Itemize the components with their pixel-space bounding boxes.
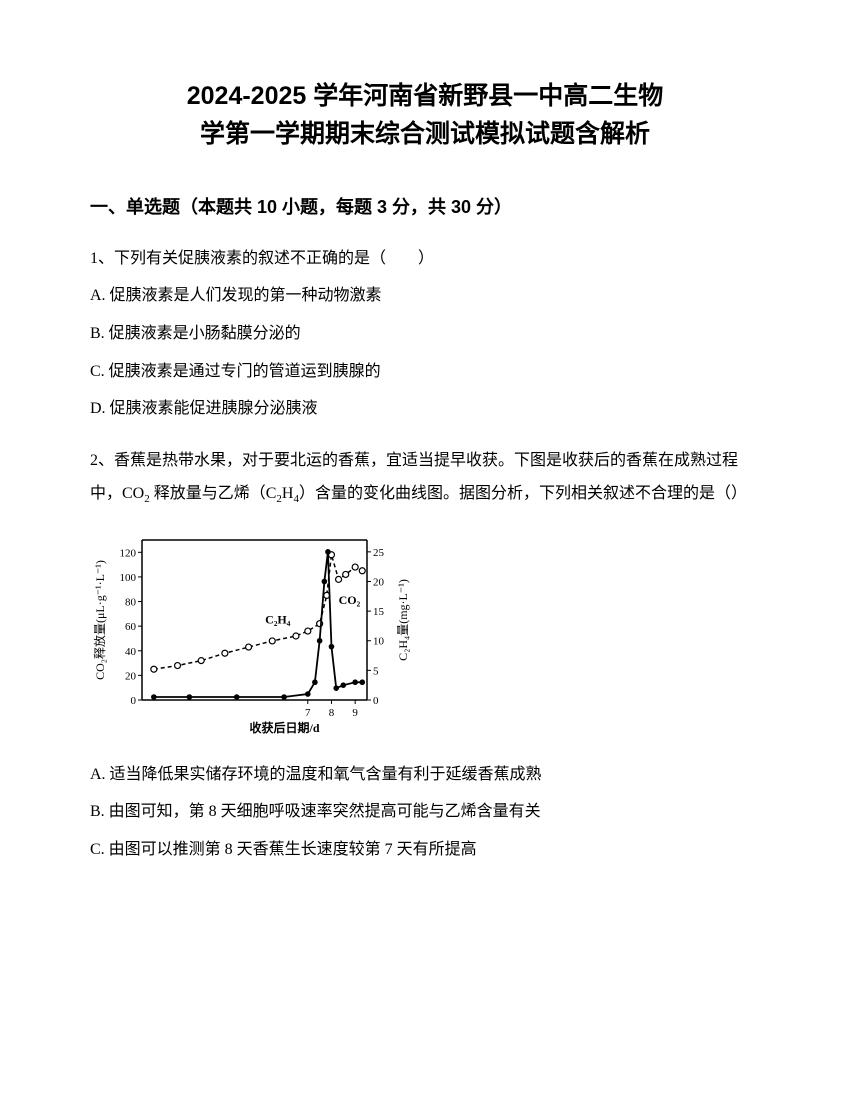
title-line-1: 2024-2025 学年河南省新野县一中高二生物: [90, 78, 760, 116]
svg-text:20: 20: [373, 576, 385, 588]
q1-option-a: A. 促胰液素是人们发现的第一种动物激素: [90, 279, 760, 313]
svg-text:10: 10: [373, 635, 385, 647]
svg-text:CO₂: CO₂: [339, 593, 361, 607]
svg-text:C₂H₄量(mg·L⁻¹): C₂H₄量(mg·L⁻¹): [396, 579, 410, 661]
svg-text:60: 60: [125, 621, 137, 633]
svg-text:15: 15: [373, 606, 385, 618]
svg-text:40: 40: [125, 645, 137, 657]
section-1-header: 一、单选题（本题共 10 小题，每题 3 分，共 30 分）: [90, 193, 760, 222]
q1-option-c: C. 促胰液素是通过专门的管道运到胰腺的: [90, 355, 760, 389]
svg-text:8: 8: [329, 707, 335, 719]
q2-option-b: B. 由图可知，第 8 天细胞呼吸速率突然提高可能与乙烯含量有关: [90, 795, 760, 829]
svg-text:80: 80: [125, 596, 137, 608]
q2-stem: 2、香蕉是热带水果，对于要北运的香蕉，宜适当提早收获。下图是收获后的香蕉在成熟过…: [90, 444, 760, 512]
svg-text:20: 20: [125, 670, 137, 682]
title-line-2: 学第一学期期末综合测试模拟试题含解析: [90, 116, 760, 154]
chart-svg: 0 20 40 60 80 100 120 0 5 10 15 20 25 7 8 9 CO₂释放量(μL·g⁻…: [90, 530, 420, 740]
svg-text:25: 25: [373, 546, 385, 558]
q2-option-c: C. 由图可以推测第 8 天香蕉生长速度较第 7 天有所提高: [90, 833, 760, 867]
svg-text:0: 0: [131, 695, 137, 707]
svg-text:7: 7: [305, 707, 311, 719]
svg-text:CO₂释放量(μL·g⁻¹·L⁻¹): CO₂释放量(μL·g⁻¹·L⁻¹): [92, 560, 107, 680]
q1-stem: 1、下列有关促胰液素的叙述不正确的是（ ）: [90, 242, 760, 276]
q1-option-d: D. 促胰液素能促进胰腺分泌胰液: [90, 392, 760, 426]
svg-text:100: 100: [120, 572, 137, 584]
svg-text:9: 9: [352, 707, 358, 719]
question-2: 2、香蕉是热带水果，对于要北运的香蕉，宜适当提早收获。下图是收获后的香蕉在成熟过…: [90, 444, 760, 867]
svg-text:120: 120: [120, 547, 137, 559]
q1-option-b: B. 促胰液素是小肠黏膜分泌的: [90, 317, 760, 351]
q2-option-a: A. 适当降低果实储存环境的温度和氧气含量有利于延缓香蕉成熟: [90, 758, 760, 792]
svg-text:5: 5: [373, 665, 379, 677]
page-title: 2024-2025 学年河南省新野县一中高二生物 学第一学期期末综合测试模拟试题…: [90, 78, 760, 153]
svg-text:收获后日期/d: 收获后日期/d: [249, 720, 319, 735]
q2-chart: 0 20 40 60 80 100 120 0 5 10 15 20 25 7 8 9 CO₂释放量(μL·g⁻…: [90, 530, 420, 740]
question-1: 1、下列有关促胰液素的叙述不正确的是（ ） A. 促胰液素是人们发现的第一种动物…: [90, 242, 760, 426]
svg-text:C₂H₄: C₂H₄: [265, 612, 291, 626]
svg-text:0: 0: [373, 695, 379, 707]
